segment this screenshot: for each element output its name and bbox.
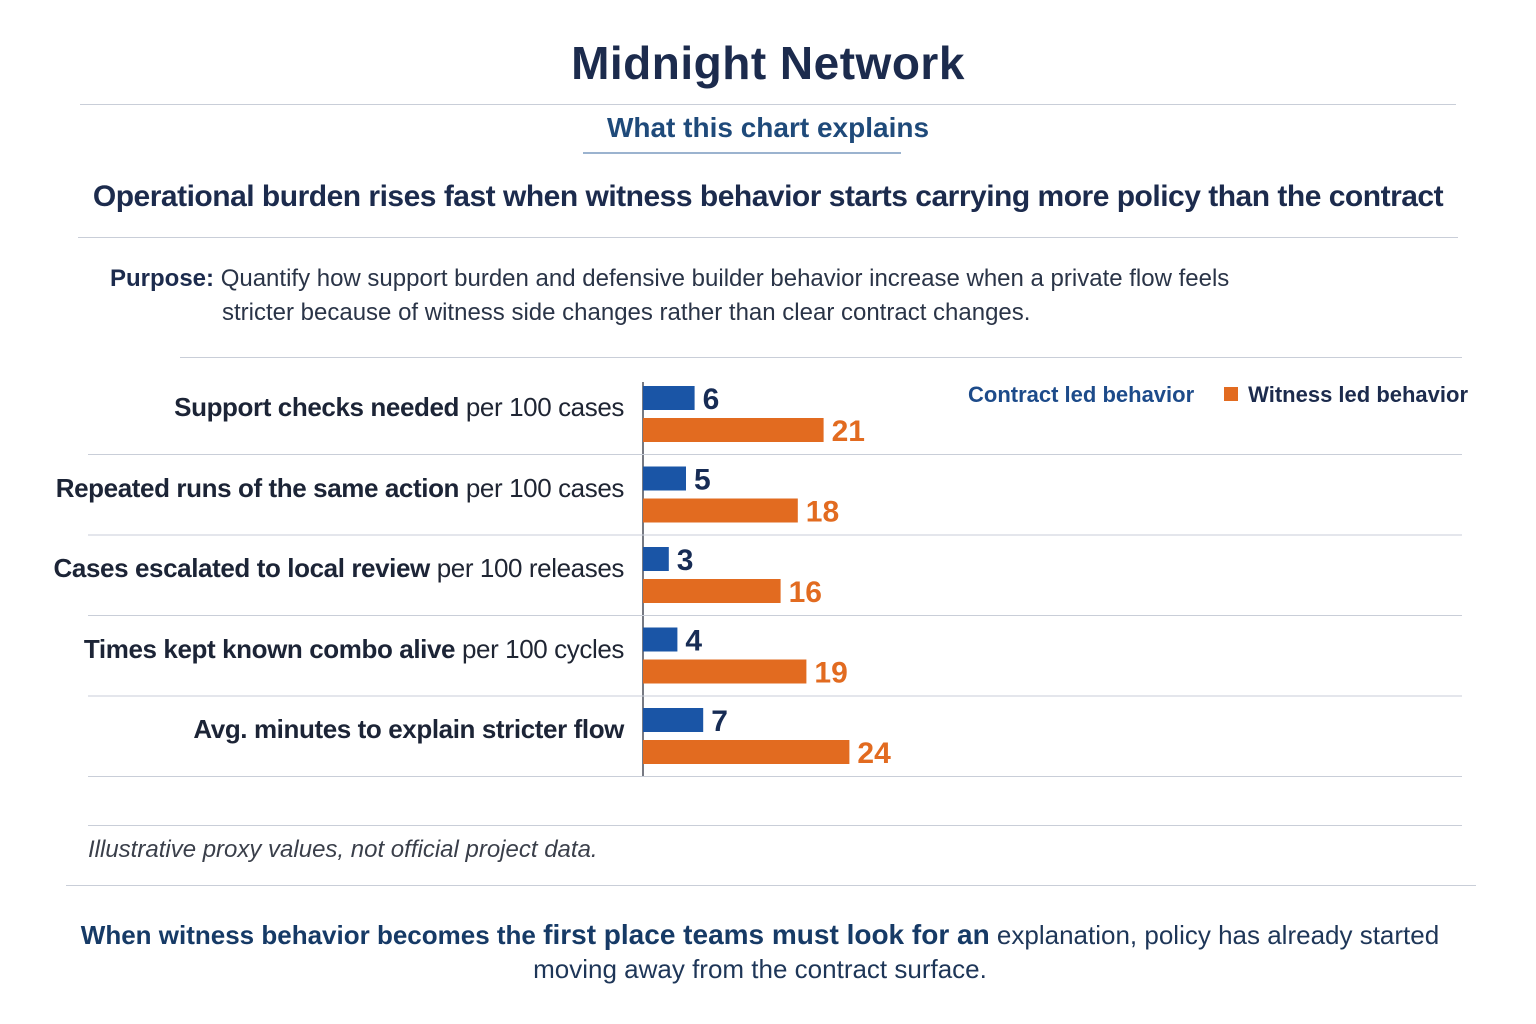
witness-bar-4 — [643, 659, 807, 684]
subtitle: What this chart explains — [606, 112, 930, 143]
contract-bar-4 — [643, 627, 678, 652]
category-label-3: Cases escalated to local review per 100 … — [53, 553, 625, 584]
category-label-4: Times kept known combo alive per 100 cyc… — [84, 634, 624, 665]
page-title: Midnight Network — [571, 37, 965, 89]
contract-bar-2 — [643, 466, 686, 491]
category-label-bold: Cases escalated to local review — [53, 553, 431, 583]
legend-witness-swatch — [1224, 387, 1239, 401]
contract-value-label-5: 7 — [711, 705, 728, 738]
category-label-bold: Avg. minutes to explain stricter flow — [193, 714, 624, 744]
title-divider — [80, 104, 1456, 105]
contract-bar-1 — [643, 386, 695, 410]
witness-value-label-2: 18 — [806, 496, 839, 529]
contract-value-label-2: 5 — [694, 464, 711, 497]
category-label-unit: per 100 releases — [429, 553, 625, 583]
contract-bar-5 — [643, 708, 704, 732]
contract-value-label-3: 3 — [677, 544, 694, 577]
subtitle-underline — [583, 152, 901, 154]
category-label-unit: per 100 cycles — [455, 633, 624, 664]
category-label-bold: Times kept known combo alive — [83, 633, 456, 664]
purpose-text: Purpose: Quantify how support burden and… — [110, 262, 1360, 330]
note-top-divider — [88, 825, 1462, 826]
purpose-label: Purpose: — [110, 265, 215, 292]
category-label-1: Support checks needed per 100 cases — [174, 392, 624, 423]
contract-value-label-4: 4 — [685, 625, 702, 658]
purpose-line-1: Quantify how support burden and defensiv… — [220, 265, 1230, 292]
takeaway-part-2: first place teams must look for an — [543, 919, 990, 950]
category-label-2: Repeated runs of the same action per 100… — [55, 472, 625, 504]
headline-divider — [78, 237, 1458, 238]
chart-top-divider — [180, 357, 1462, 358]
witness-bar-5 — [643, 740, 850, 764]
category-label-bold: Repeated runs of the same action — [55, 472, 460, 503]
category-label-unit: per 100 cases — [459, 392, 625, 422]
purpose-line-2: stricter because of witness side changes… — [222, 299, 1031, 326]
witness-value-label-1: 21 — [832, 415, 865, 448]
witness-bar-2 — [643, 498, 798, 523]
witness-value-label-4: 19 — [814, 657, 847, 690]
takeaway-line-2: moving away from the contract surface. — [533, 954, 987, 984]
witness-bar-3 — [643, 579, 781, 603]
witness-value-label-5: 24 — [857, 737, 891, 770]
takeaway-text: When witness behavior becomes the first … — [60, 918, 1460, 986]
disclaimer-note: Illustrative proxy values, not official … — [88, 836, 598, 863]
category-label-bold: Support checks needed — [174, 392, 460, 422]
takeaway-part-3: explanation, policy has already started — [989, 920, 1440, 950]
contract-bar-3 — [643, 547, 669, 571]
legend-contract: Contract led behavior — [968, 382, 1195, 407]
category-label-5: Avg. minutes to explain stricter flow — [193, 714, 624, 745]
note-bottom-divider — [66, 885, 1476, 886]
witness-value-label-3: 16 — [789, 576, 822, 609]
contract-value-label-1: 6 — [703, 383, 720, 416]
category-label-unit: per 100 cases — [459, 472, 625, 503]
headline: Operational burden rises fast when witne… — [92, 180, 1444, 213]
takeaway-part-1: When witness behavior becomes the — [80, 920, 544, 950]
witness-bar-1 — [643, 418, 824, 442]
legend-witness: Witness led behavior — [1248, 382, 1469, 407]
legend: Contract led behavior Witness led behavio… — [968, 382, 1468, 408]
